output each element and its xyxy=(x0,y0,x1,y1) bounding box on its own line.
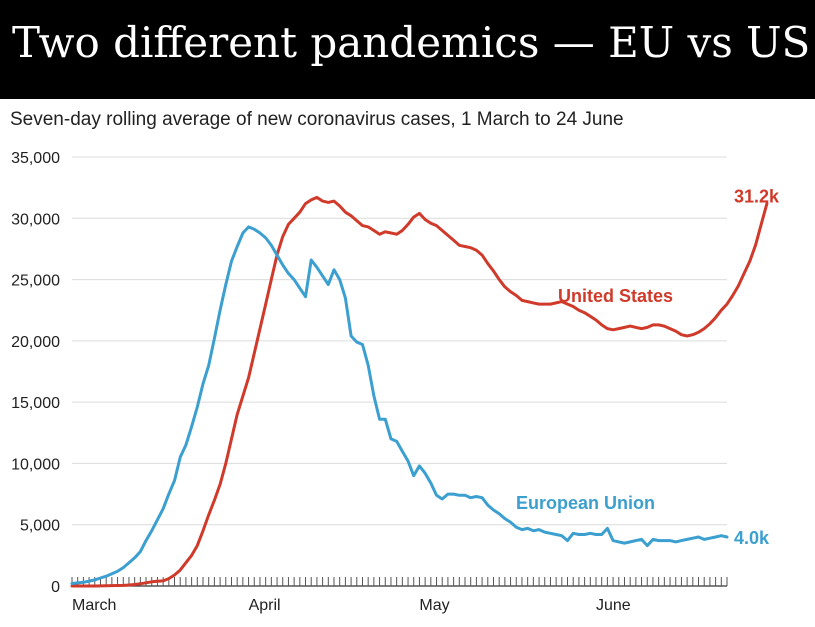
chart-subtitle: Seven-day rolling average of new coronav… xyxy=(10,109,624,130)
y-tick-label: 25,000 xyxy=(11,273,60,290)
series-name-european-union: European Union xyxy=(516,493,655,513)
end-label-european-union: 4.0k xyxy=(734,528,770,548)
chart-title: Two different pandemics — EU vs US xyxy=(12,18,811,67)
series-line-united-states xyxy=(70,195,769,588)
y-tick-label: 20,000 xyxy=(11,334,60,351)
x-tick-label: March xyxy=(72,597,116,614)
x-tick-label: June xyxy=(596,597,631,614)
series-line-european-union xyxy=(70,225,729,585)
y-tick-label: 30,000 xyxy=(11,211,60,228)
title-bar: Two different pandemics — EU vs US xyxy=(0,0,815,99)
y-tick-label: 5,000 xyxy=(20,518,60,535)
series-labels: United States European Union 31.2k 4.0k xyxy=(516,187,780,548)
series-lines xyxy=(70,195,769,588)
y-tick-label: 35,000 xyxy=(11,150,60,167)
series-name-united-states: United States xyxy=(558,286,673,306)
x-tick-label: May xyxy=(419,597,449,614)
x-axis: March April May June xyxy=(71,577,728,614)
gridlines xyxy=(72,156,727,587)
end-label-united-states: 31.2k xyxy=(734,187,780,207)
y-axis-ticks: 0 5,000 10,000 15,000 20,000 25,000 30,000 35,0… xyxy=(11,150,60,596)
y-tick-label: 15,000 xyxy=(11,395,60,412)
y-tick-label: 0 xyxy=(51,579,60,596)
x-tick-label: April xyxy=(249,597,281,614)
y-tick-label: 10,000 xyxy=(11,456,60,473)
